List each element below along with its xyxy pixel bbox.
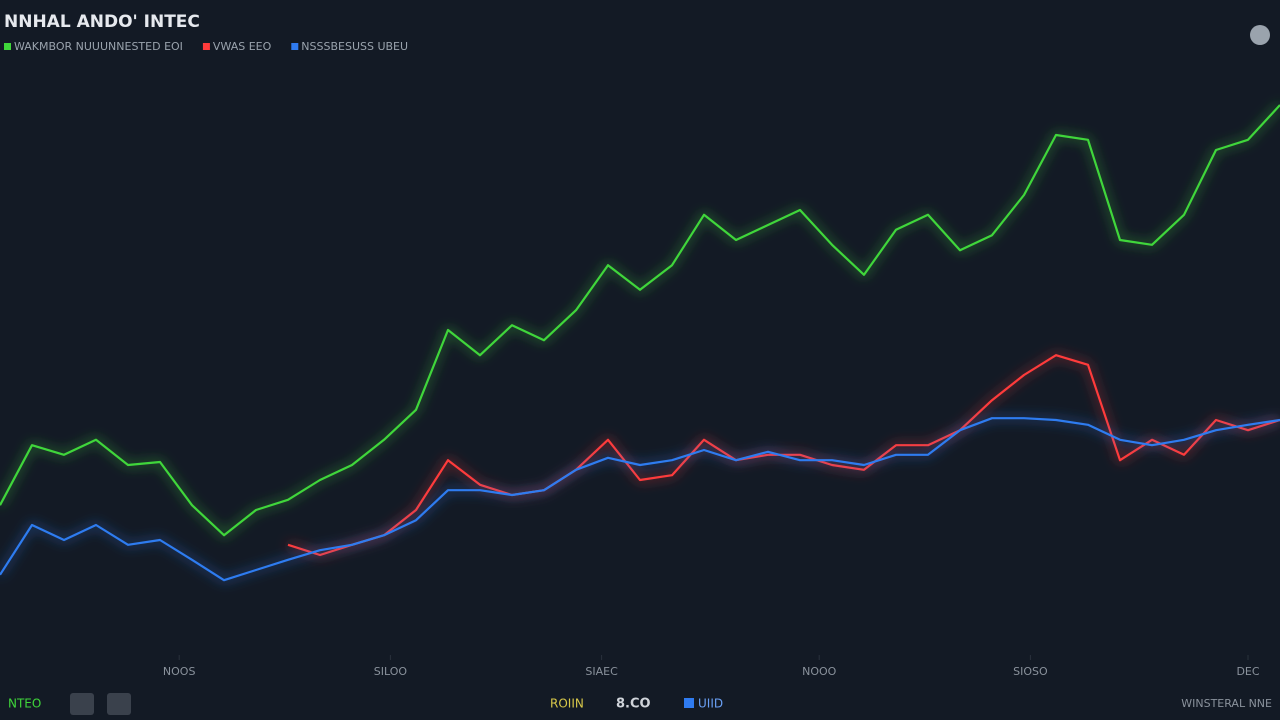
x-tick-label: DEC [1236,665,1259,678]
series-line [287,354,1280,557]
x-tick-label: SILOO [374,665,408,678]
x-tick-label: SIAEC [585,665,618,678]
chart-title: NNHAL ANDO' INTEC [4,12,200,32]
footer-label: 8.CO [616,697,651,712]
x-tick-label: SIOSO [1013,665,1048,678]
footer-swatch [684,698,694,708]
menu-icon[interactable] [1250,25,1270,45]
footer-label: NTEO [8,697,41,711]
series-line [0,104,1280,537]
legend-swatch [4,43,11,50]
footer-label: UIID [698,697,723,711]
legend-label: WAKMBOR NUUUNNESTED EOI [14,40,183,53]
x-tick-label: NOOS [163,665,196,678]
toggle-button[interactable] [70,693,94,715]
series-line [0,417,1280,582]
toggle-button[interactable] [107,693,131,715]
legend-label: VWAS EEO [213,40,272,53]
x-tick-label: NOOO [802,665,837,678]
legend-label: NSSSBESUSS UBEU [301,40,408,53]
legend-swatch [202,43,210,50]
legend-swatch [291,43,299,50]
footer-label: WINSTERAL NNE [1181,697,1272,710]
footer-label: ROIIN [550,697,584,711]
